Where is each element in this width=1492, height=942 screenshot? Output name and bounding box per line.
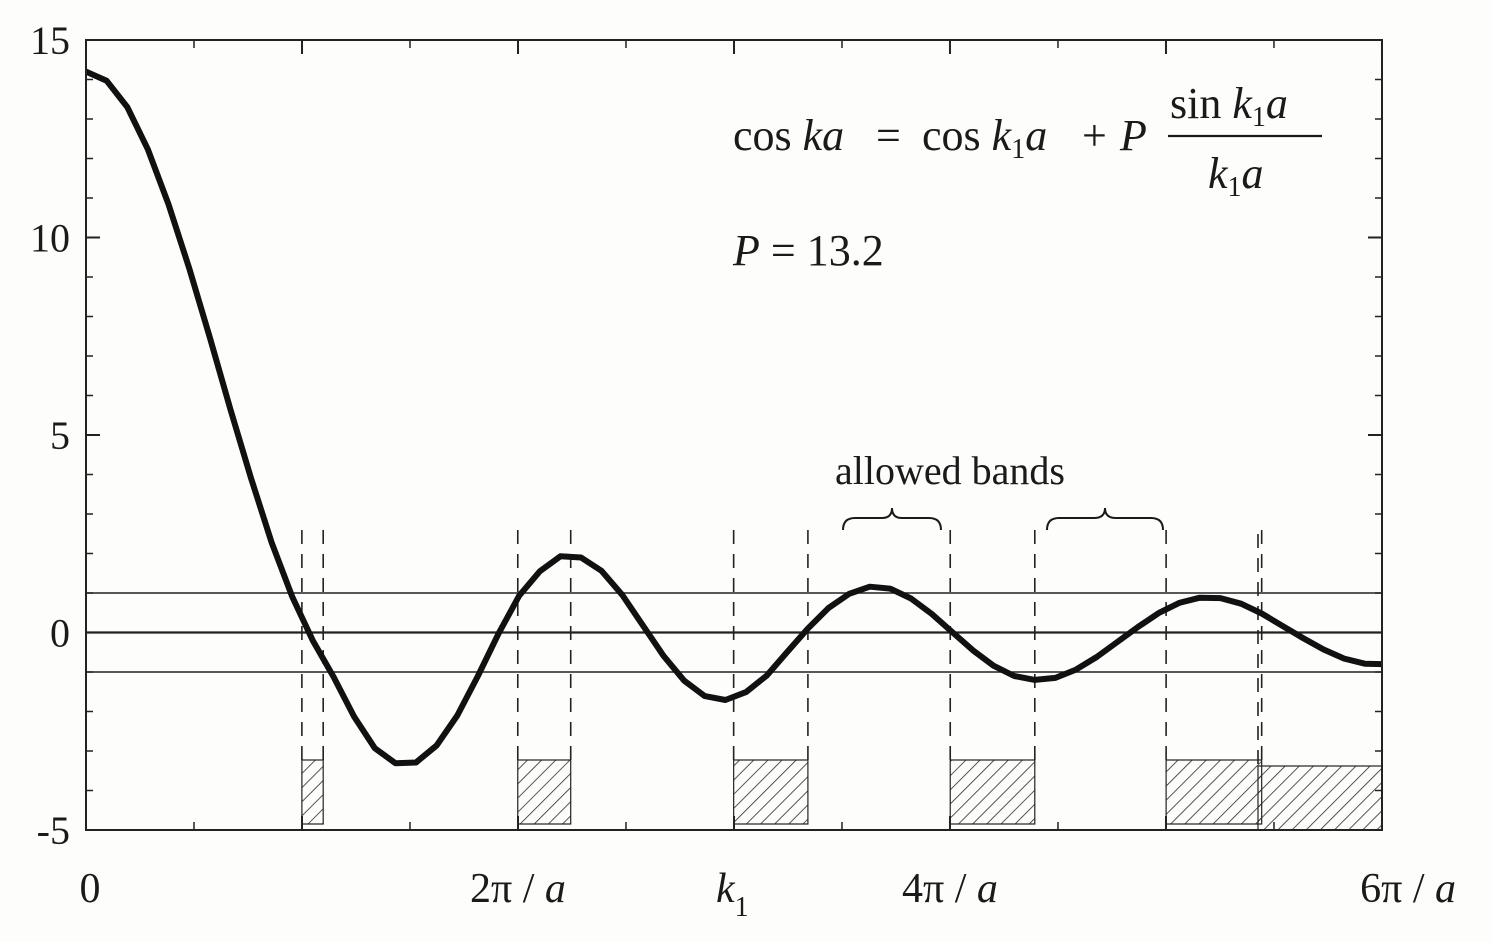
allowed-band — [1165, 759, 1263, 825]
x-tick-labels: 0 2π / a k1 4π / a 6π / a — [80, 866, 1457, 923]
plot-frame — [85, 39, 1383, 831]
y-tick-labels: 15 10 5 0 -5 — [30, 18, 70, 853]
x-tick-label: 6π / a — [1360, 866, 1456, 912]
band-edge-dashes — [301, 530, 1263, 766]
equation-annotation: cos ka = cos k1a + P sin k1a k1a P = 13.… — [732, 79, 1322, 275]
equation-frac-den: k1a — [1208, 149, 1264, 203]
y-tick-label: 5 — [50, 413, 70, 458]
y-tick-label: 0 — [50, 611, 70, 656]
allowed-band — [733, 759, 809, 825]
param-label: P = 13.2 — [732, 226, 884, 275]
equation-frac-num: sin k1a — [1170, 79, 1288, 133]
x-tick-label: k1 — [716, 866, 749, 923]
equation-lhs: cos ka — [733, 111, 844, 160]
brace-left — [842, 507, 942, 531]
brace-right — [1046, 507, 1164, 531]
x-tick-label: 0 — [80, 866, 101, 912]
equation-term1: cos k1a — [922, 111, 1047, 165]
y-tick-label: 10 — [30, 216, 70, 261]
allowed-bands-label: allowed bands — [835, 448, 1065, 493]
y-tick-label: -5 — [37, 808, 70, 853]
allowed-band — [1257, 765, 1383, 831]
series-line — [86, 68, 1382, 767]
x-tick-label: 2π / a — [470, 866, 566, 912]
allowed-band — [949, 759, 1036, 825]
x-tick-label: 4π / a — [902, 866, 998, 912]
allowed-band — [301, 759, 324, 825]
allowed-band-regions — [301, 759, 1383, 831]
equation-plus: + — [1082, 111, 1107, 160]
equation-coef: P — [1119, 111, 1147, 160]
y-tick-label: 15 — [30, 18, 70, 63]
allowed-band — [517, 759, 572, 825]
equation-equals: = — [876, 111, 901, 160]
